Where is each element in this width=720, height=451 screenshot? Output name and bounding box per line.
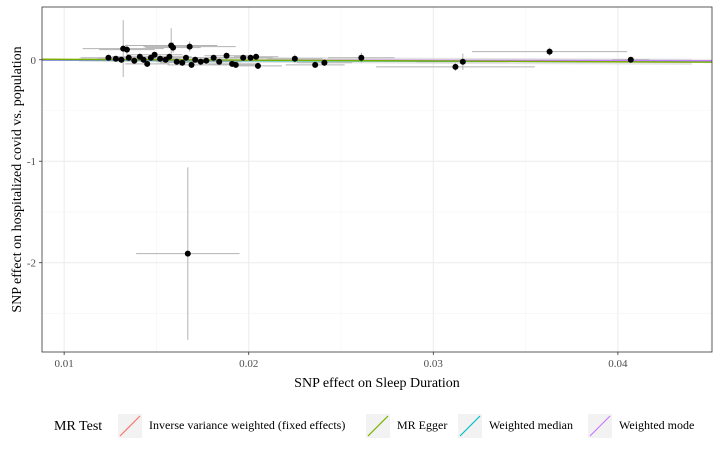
data-point xyxy=(253,53,260,60)
data-point xyxy=(627,56,634,63)
data-point xyxy=(291,55,298,62)
legend-key-line xyxy=(367,415,389,437)
data-point xyxy=(247,54,254,61)
legend-item: Weighted median xyxy=(458,414,573,438)
data-point xyxy=(112,55,119,62)
legend-key-line xyxy=(119,415,141,437)
legend-items: Inverse variance weighted (fixed effects… xyxy=(118,414,694,438)
data-point xyxy=(157,55,164,62)
data-point xyxy=(452,63,459,70)
data-point xyxy=(254,62,261,69)
data-point xyxy=(151,51,158,58)
data-point xyxy=(223,52,230,59)
legend-label: Inverse variance weighted (fixed effects… xyxy=(149,418,345,432)
data-point xyxy=(123,46,130,53)
data-point xyxy=(192,56,199,63)
legend-item: Inverse variance weighted (fixed effects… xyxy=(118,414,345,438)
legend-label: Weighted mode xyxy=(619,418,694,432)
data-point xyxy=(216,58,223,65)
x-axis-title: SNP effect on Sleep Duration xyxy=(294,376,460,391)
legend-label: MR Egger xyxy=(397,418,447,432)
tick-layer: 0.01 0.02 0.03 0.04 0 -1 -2 xyxy=(27,55,628,370)
data-point xyxy=(118,56,125,63)
y-tick-label: -1 xyxy=(27,156,36,168)
data-point xyxy=(459,58,466,65)
x-tick-label: 0.04 xyxy=(608,358,628,370)
data-point xyxy=(240,54,247,61)
data-point xyxy=(232,61,239,68)
data-point xyxy=(182,54,189,61)
data-point xyxy=(144,60,151,67)
data-point xyxy=(210,54,217,61)
legend-key-line xyxy=(459,415,481,437)
y-tick-label: 0 xyxy=(31,55,37,67)
legend-label: Weighted median xyxy=(489,418,573,432)
data-point xyxy=(184,250,191,257)
panel-border xyxy=(41,6,713,353)
data-point xyxy=(105,54,112,61)
mr-line-layer xyxy=(41,58,713,63)
point-layer xyxy=(105,42,634,257)
error-bar-layer xyxy=(80,20,650,340)
x-tick-label: 0.03 xyxy=(424,358,444,370)
legend: MR Test Inverse variance weighted (fixed… xyxy=(54,414,694,438)
data-point xyxy=(166,53,173,60)
data-point xyxy=(125,54,132,61)
data-point xyxy=(197,58,204,65)
x-tick-label: 0.02 xyxy=(239,358,258,370)
legend-key-line xyxy=(589,415,611,437)
legend-title: MR Test xyxy=(54,419,102,434)
y-tick-label: -2 xyxy=(27,258,36,270)
legend-item: MR Egger xyxy=(366,414,447,438)
data-point xyxy=(186,43,193,50)
data-point xyxy=(546,48,553,55)
x-tick-label: 0.01 xyxy=(55,358,74,370)
data-point xyxy=(358,54,365,61)
data-point xyxy=(203,57,210,64)
data-point xyxy=(179,59,186,66)
data-point xyxy=(321,59,328,66)
data-point xyxy=(312,61,319,68)
y-axis-title: SNP effect on hospitalized covid vs. pop… xyxy=(10,46,25,312)
data-point xyxy=(140,56,147,63)
legend-item: Weighted mode xyxy=(588,414,694,438)
data-point xyxy=(188,61,195,68)
mr-line xyxy=(41,58,713,63)
data-point xyxy=(131,57,138,64)
data-point xyxy=(170,44,177,51)
data-point xyxy=(173,58,180,65)
